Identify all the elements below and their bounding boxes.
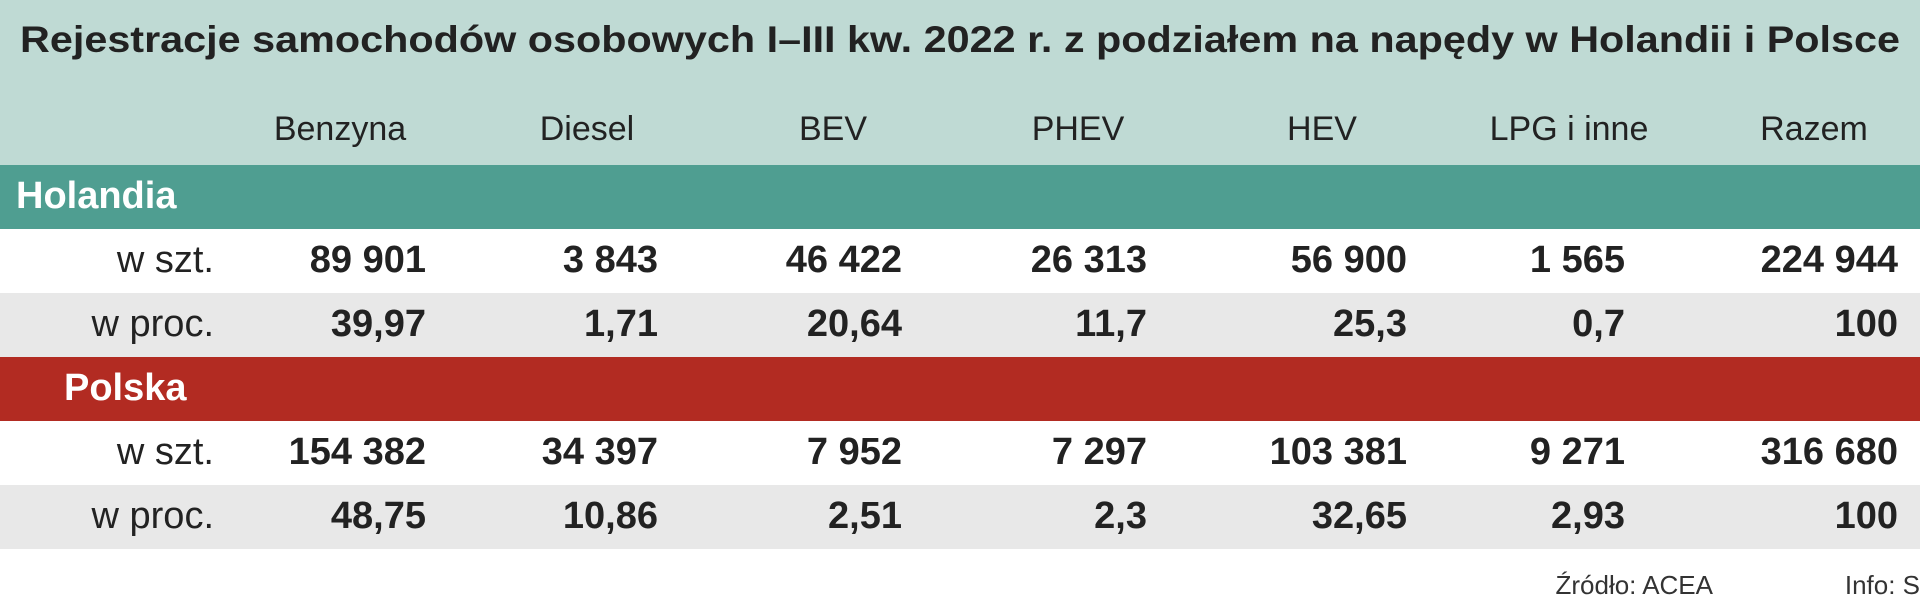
cell-value: 56 900 (1291, 239, 1407, 281)
column-header: Benzyna (274, 110, 406, 148)
row-band (0, 485, 1920, 549)
row-band (0, 421, 1920, 485)
cell-value: 100 (1835, 495, 1898, 537)
cell-value: 7 952 (807, 431, 902, 473)
column-header: Razem (1760, 110, 1868, 148)
cell-value: 26 313 (1031, 239, 1147, 281)
cell-value: 20,64 (807, 303, 902, 345)
row-label: w proc. (91, 495, 214, 537)
row-label: w szt. (116, 239, 214, 281)
section-band (0, 165, 1920, 229)
cell-value: 100 (1835, 303, 1898, 345)
row-label: w proc. (91, 303, 214, 345)
cell-value: 2,51 (828, 495, 902, 537)
column-header: BEV (799, 110, 867, 148)
cell-value: 224 944 (1761, 239, 1898, 281)
cell-value: 34 397 (542, 431, 658, 473)
cell-value: 32,65 (1312, 495, 1407, 537)
cell-value: 3 843 (563, 239, 658, 281)
column-header: HEV (1287, 110, 1357, 148)
section-label: Holandia (16, 175, 177, 217)
cell-value: 7 297 (1052, 431, 1147, 473)
source: Źródło: ACEA (1555, 570, 1713, 600)
cell-value: 316 680 (1761, 431, 1898, 473)
cell-value: 11,7 (1075, 303, 1147, 345)
section-band (0, 357, 1920, 421)
cell-value: 39,97 (331, 303, 426, 345)
cell-value: 0,7 (1572, 303, 1625, 345)
cell-value: 2,93 (1551, 495, 1625, 537)
row-band (0, 293, 1920, 357)
cell-value: 154 382 (289, 431, 426, 473)
cell-value: 1,71 (584, 303, 658, 345)
cell-value: 25,3 (1333, 303, 1407, 345)
cell-value: 9 271 (1530, 431, 1625, 473)
header-band (0, 0, 1920, 165)
column-header: Diesel (540, 110, 634, 148)
row-band (0, 229, 1920, 293)
cell-value: 1 565 (1530, 239, 1625, 281)
info: Info: S (1845, 570, 1920, 600)
section-label: Polska (64, 367, 187, 409)
cell-value: 103 381 (1270, 431, 1407, 473)
cell-value: 89 901 (310, 239, 426, 281)
cell-value: 10,86 (563, 495, 658, 537)
cell-value: 48,75 (331, 495, 426, 537)
cell-value: 2,3 (1094, 495, 1147, 537)
column-header: LPG i inne (1490, 110, 1649, 148)
cell-value: 46 422 (786, 239, 902, 281)
row-label: w szt. (116, 431, 214, 473)
column-header: PHEV (1032, 110, 1125, 148)
title: Rejestracje samochodów osobowych I–III k… (20, 19, 1900, 60)
